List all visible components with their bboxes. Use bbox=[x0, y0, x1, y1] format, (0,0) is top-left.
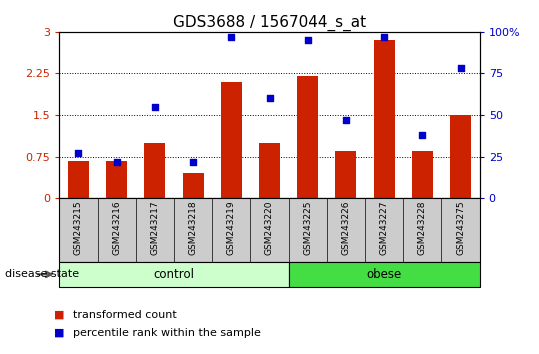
Text: GSM243227: GSM243227 bbox=[379, 200, 389, 255]
Point bbox=[112, 159, 121, 165]
Point bbox=[303, 38, 312, 43]
Text: GSM243220: GSM243220 bbox=[265, 200, 274, 255]
Point bbox=[457, 65, 465, 71]
Text: GSM243228: GSM243228 bbox=[418, 200, 427, 255]
Text: ■: ■ bbox=[54, 310, 64, 320]
Text: GSM243218: GSM243218 bbox=[189, 200, 198, 255]
Point bbox=[265, 96, 274, 101]
Text: transformed count: transformed count bbox=[73, 310, 176, 320]
Bar bbox=[221, 82, 242, 198]
Bar bbox=[412, 151, 433, 198]
Bar bbox=[450, 115, 471, 198]
Bar bbox=[374, 40, 395, 198]
Point bbox=[380, 34, 389, 40]
Bar bbox=[297, 76, 318, 198]
Text: GSM243217: GSM243217 bbox=[150, 200, 160, 255]
Point bbox=[342, 117, 350, 123]
Text: control: control bbox=[154, 268, 195, 281]
Bar bbox=[106, 160, 127, 198]
Text: GSM243216: GSM243216 bbox=[112, 200, 121, 255]
Point bbox=[189, 159, 197, 165]
Bar bbox=[288, 262, 480, 287]
Bar bbox=[183, 173, 204, 198]
Bar bbox=[59, 262, 288, 287]
Text: disease state: disease state bbox=[5, 269, 80, 279]
Text: GSM243219: GSM243219 bbox=[227, 200, 236, 255]
Point bbox=[227, 34, 236, 40]
Text: GSM243215: GSM243215 bbox=[74, 200, 83, 255]
Bar bbox=[335, 151, 356, 198]
Bar bbox=[68, 160, 89, 198]
Text: ■: ■ bbox=[54, 328, 64, 338]
Bar bbox=[259, 143, 280, 198]
Text: GSM243275: GSM243275 bbox=[456, 200, 465, 255]
Text: percentile rank within the sample: percentile rank within the sample bbox=[73, 328, 261, 338]
Point bbox=[74, 150, 82, 156]
Point bbox=[418, 132, 427, 138]
Text: GSM243226: GSM243226 bbox=[341, 200, 350, 255]
Point bbox=[150, 104, 159, 110]
Bar bbox=[144, 143, 165, 198]
Text: obese: obese bbox=[367, 268, 402, 281]
Title: GDS3688 / 1567044_s_at: GDS3688 / 1567044_s_at bbox=[173, 14, 366, 30]
Text: GSM243225: GSM243225 bbox=[303, 200, 312, 255]
